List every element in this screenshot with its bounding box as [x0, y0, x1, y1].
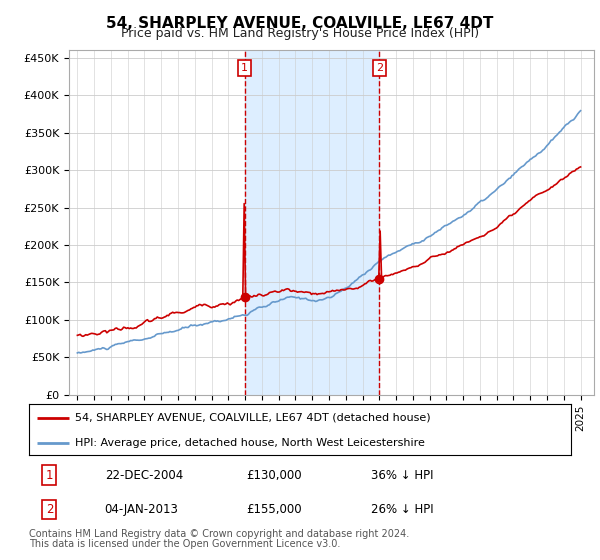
Text: 2: 2: [376, 63, 383, 73]
Text: 22-DEC-2004: 22-DEC-2004: [105, 469, 183, 482]
Text: 04-JAN-2013: 04-JAN-2013: [105, 503, 179, 516]
Text: 2: 2: [46, 503, 53, 516]
Text: 1: 1: [46, 469, 53, 482]
Text: 1: 1: [241, 63, 248, 73]
Text: Contains HM Land Registry data © Crown copyright and database right 2024.: Contains HM Land Registry data © Crown c…: [29, 529, 409, 539]
Bar: [245, 50, 379, 395]
Text: 54, SHARPLEY AVENUE, COALVILLE, LE67 4DT (detached house): 54, SHARPLEY AVENUE, COALVILLE, LE67 4DT…: [75, 413, 431, 423]
Text: Price paid vs. HM Land Registry's House Price Index (HPI): Price paid vs. HM Land Registry's House …: [121, 27, 479, 40]
Text: 54, SHARPLEY AVENUE, COALVILLE, LE67 4DT: 54, SHARPLEY AVENUE, COALVILLE, LE67 4DT: [106, 16, 494, 31]
Text: 26% ↓ HPI: 26% ↓ HPI: [371, 503, 433, 516]
Text: This data is licensed under the Open Government Licence v3.0.: This data is licensed under the Open Gov…: [29, 539, 340, 549]
Text: £130,000: £130,000: [246, 469, 301, 482]
Text: 36% ↓ HPI: 36% ↓ HPI: [371, 469, 433, 482]
Text: £155,000: £155,000: [246, 503, 301, 516]
Text: HPI: Average price, detached house, North West Leicestershire: HPI: Average price, detached house, Nort…: [75, 438, 425, 448]
